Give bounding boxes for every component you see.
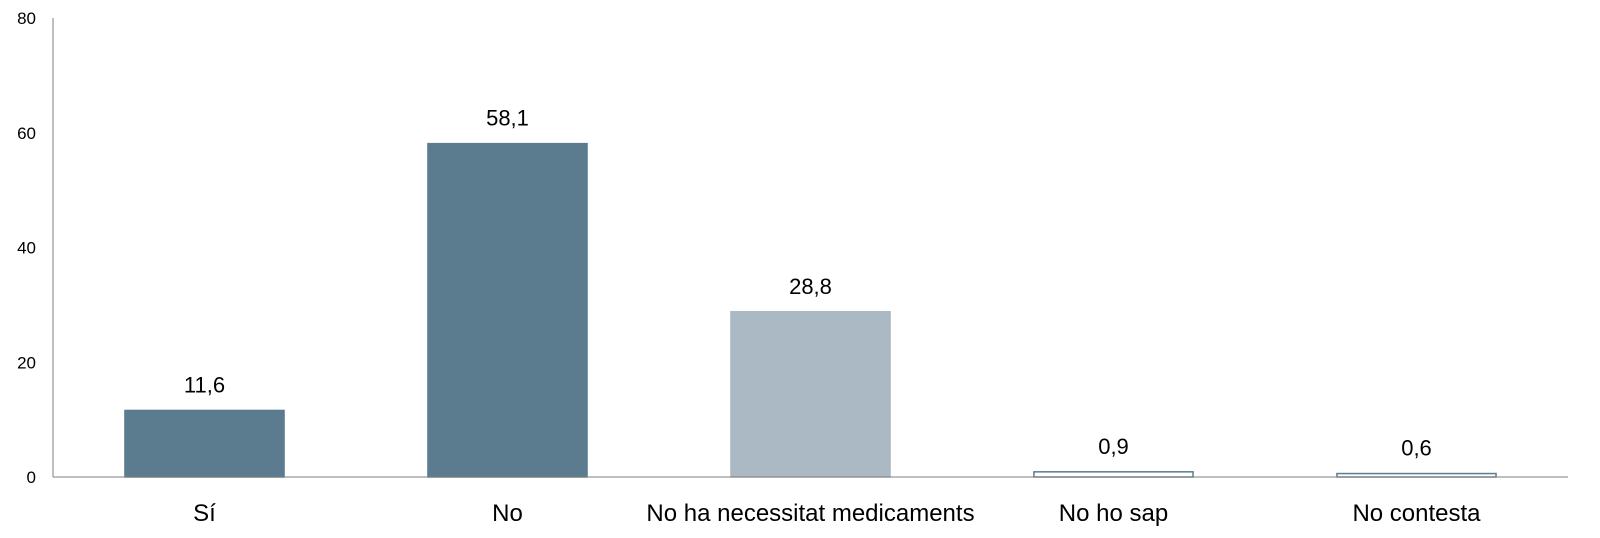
x-tick-label: Sí bbox=[193, 500, 216, 527]
bar bbox=[1336, 472, 1497, 478]
y-tick-label: 60 bbox=[17, 124, 36, 143]
x-axis: Sí No No ha necessitat medicaments No ho sa… bbox=[53, 476, 1568, 527]
data-label: 11,6 bbox=[184, 372, 225, 397]
y-axis: 0 20 40 60 80 bbox=[17, 9, 54, 487]
data-label: 28,8 bbox=[789, 274, 832, 299]
x-tick-label: No contesta bbox=[1352, 500, 1481, 527]
bar bbox=[427, 142, 588, 478]
data-label: 0,6 bbox=[1401, 436, 1432, 461]
x-tick-label: No ha necessitat medicaments bbox=[646, 500, 974, 527]
data-label: 0,9 bbox=[1098, 434, 1129, 459]
x-tick-label: No bbox=[492, 500, 523, 527]
y-tick-label: 20 bbox=[17, 353, 36, 372]
y-tick-label: 80 bbox=[17, 9, 36, 28]
x-tick-label: No ho sap bbox=[1059, 500, 1168, 527]
bar bbox=[730, 311, 891, 478]
data-label: 58,1 bbox=[486, 106, 529, 131]
data-labels: 11,6 58,1 28,8 0,9 0,6 bbox=[184, 106, 1432, 461]
y-tick-label: 0 bbox=[27, 468, 36, 487]
bars bbox=[124, 142, 1497, 478]
bar bbox=[1033, 471, 1194, 478]
bar bbox=[124, 409, 285, 478]
y-tick-label: 40 bbox=[17, 239, 36, 258]
